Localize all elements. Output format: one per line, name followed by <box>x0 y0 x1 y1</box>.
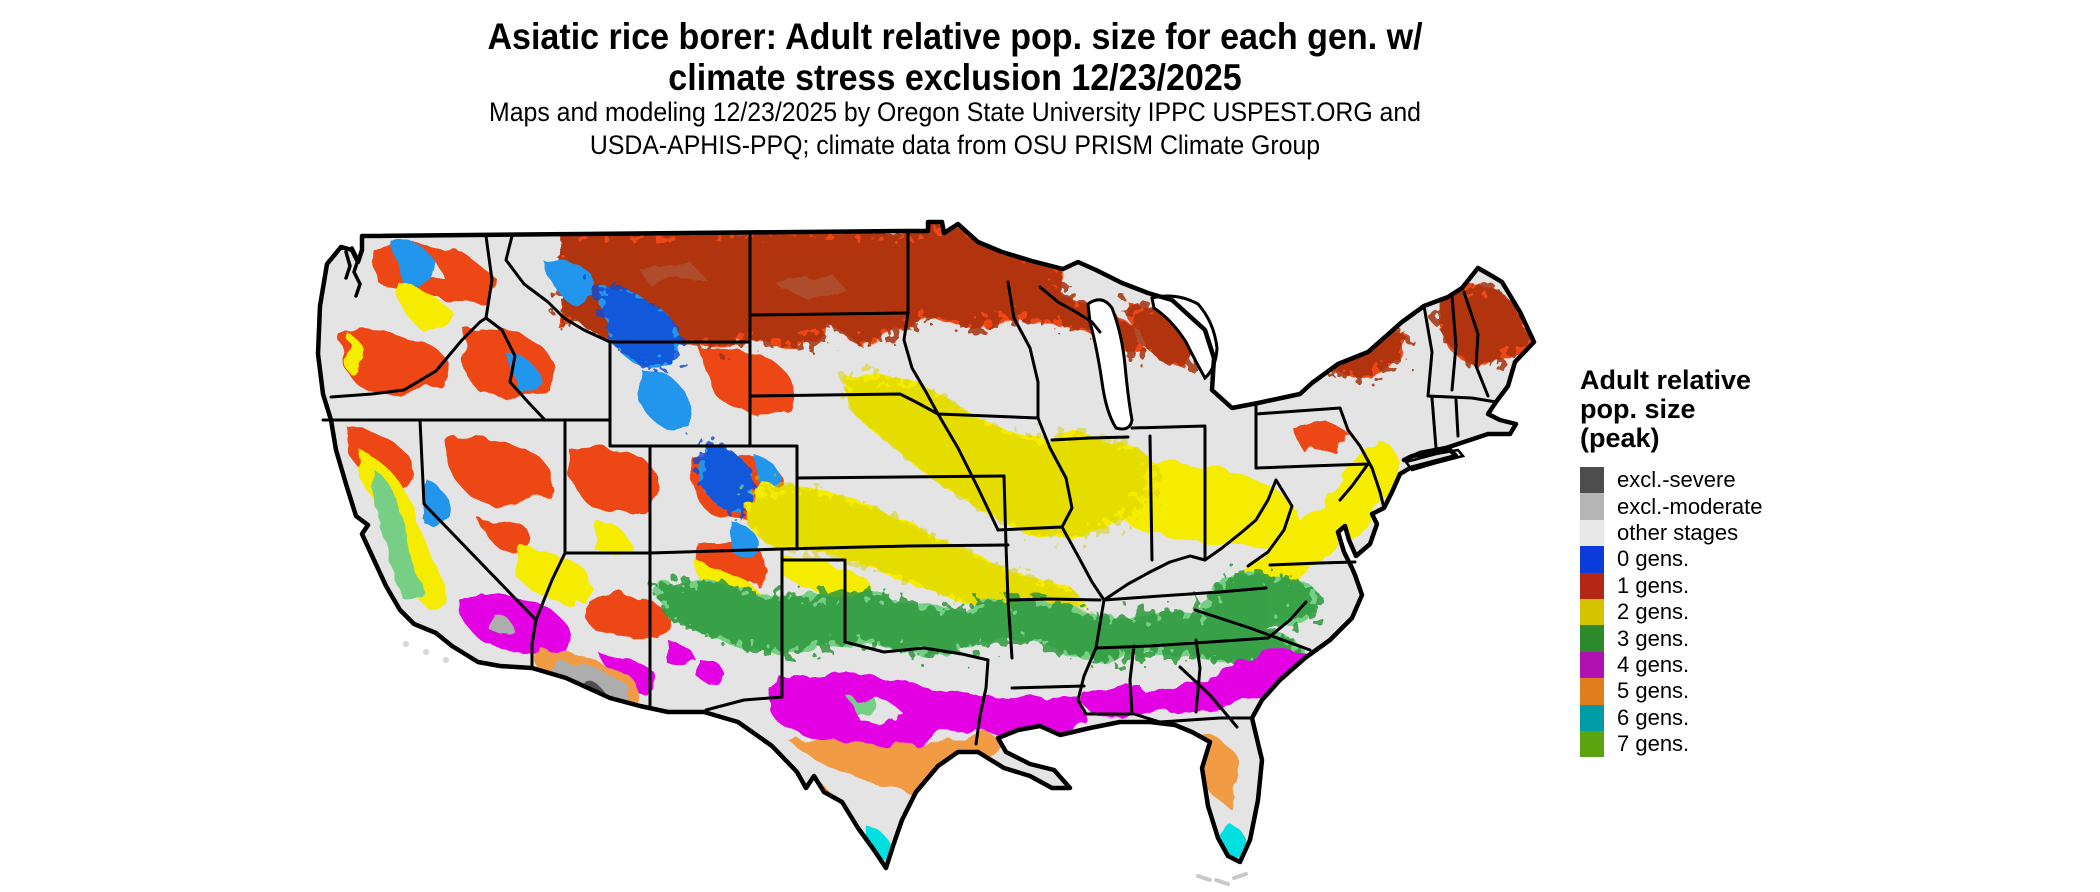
figure-subtitle: Maps and modeling 12/23/2025 by Oregon S… <box>76 96 1833 162</box>
us-map <box>310 215 1565 892</box>
map-legend: Adult relative pop. size (peak) excl.-se… <box>1580 366 1830 758</box>
legend-swatch-4-gens <box>1580 651 1604 679</box>
legend-label: 5 gens. <box>1617 678 1690 704</box>
legend-swatch-0-gens <box>1580 546 1604 573</box>
legend-row-excl-severe: excl.-severe <box>1580 467 1830 494</box>
title-line-1: Asiatic rice borer: Adult relative pop. … <box>487 16 1423 57</box>
legend-label: 1 gens. <box>1617 572 1690 598</box>
region-6-gens <box>865 822 1247 862</box>
legend-label: 6 gens. <box>1617 704 1690 730</box>
legend-swatch-other-stages <box>1580 519 1604 547</box>
legend-swatch-2-gens <box>1580 598 1604 626</box>
legend-row-5-gens: 5 gens. <box>1580 678 1830 705</box>
legend-swatch-excl-severe <box>1580 467 1604 494</box>
legend-row-0-gens: 0 gens. <box>1580 546 1830 573</box>
legend-label: 4 gens. <box>1617 651 1690 677</box>
legend-label: 7 gens. <box>1617 731 1690 757</box>
legend-swatch-5-gens <box>1580 678 1604 705</box>
legend-row-6-gens: 6 gens. <box>1580 704 1830 731</box>
legend-row-3-gens: 3 gens. <box>1580 625 1830 652</box>
legend-label: excl.-severe <box>1617 467 1736 493</box>
legend-label: other stages <box>1617 519 1739 545</box>
subtitle-line-2: USDA-APHIS-PPQ; climate data from OSU PR… <box>589 130 1321 160</box>
legend-row-1-gens: 1 gens. <box>1580 572 1830 599</box>
florida-keys <box>1196 872 1248 886</box>
legend-swatch-3-gens <box>1580 625 1604 652</box>
legend-label: 3 gens. <box>1617 625 1690 651</box>
title-line-2: climate stress exclusion 12/23/2025 <box>668 57 1242 98</box>
legend-label: 0 gens. <box>1617 546 1690 572</box>
legend-title-line-3: (peak) <box>1580 423 1660 453</box>
region-0-gens <box>392 241 780 557</box>
channel-islands <box>403 641 449 663</box>
legend-title: Adult relative pop. size (peak) <box>1580 366 1830 453</box>
legend-swatch-excl-moderate <box>1580 493 1604 520</box>
legend-title-line-2: pop. size <box>1580 394 1696 424</box>
legend-label: excl.-moderate <box>1617 493 1763 519</box>
subtitle-line-1: Maps and modeling 12/23/2025 by Oregon S… <box>489 97 1421 127</box>
figure-title: Asiatic rice borer: Adult relative pop. … <box>76 16 1833 98</box>
legend-row-7-gens: 7 gens. <box>1580 730 1830 758</box>
legend-rows: excl.-severe excl.-moderate other stages… <box>1580 467 1830 758</box>
legend-row-4-gens: 4 gens. <box>1580 651 1830 679</box>
legend-row-2-gens: 2 gens. <box>1580 598 1830 626</box>
state-borders <box>321 229 1498 746</box>
us-map-svg <box>310 215 1565 886</box>
legend-title-line-1: Adult relative <box>1580 365 1752 395</box>
legend-row-other-stages: other stages <box>1580 519 1830 547</box>
legend-label: 2 gens. <box>1617 599 1690 625</box>
legend-swatch-1-gens <box>1580 572 1604 599</box>
legend-swatch-7-gens <box>1580 730 1604 758</box>
legend-row-excl-moderate: excl.-moderate <box>1580 493 1830 520</box>
legend-swatch-6-gens <box>1580 704 1604 731</box>
